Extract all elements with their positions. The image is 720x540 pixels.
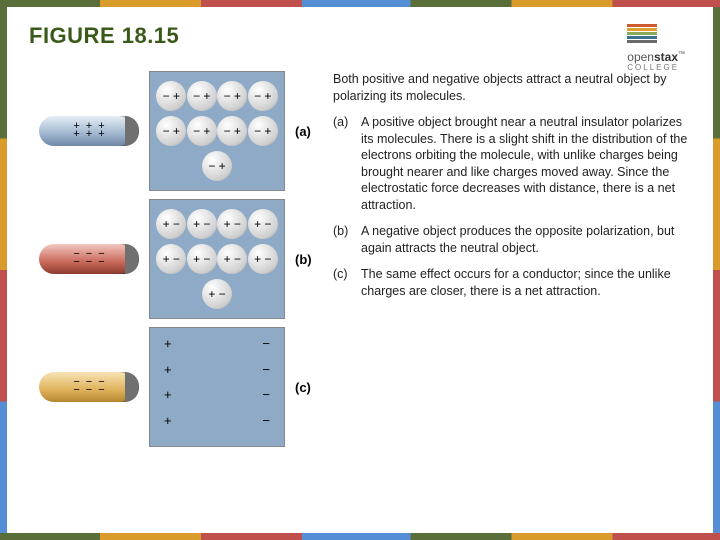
- figure-row-a: ++ ++ ++ − + − + − + − + − + − + − + − +…: [29, 71, 319, 191]
- conductor-panel-c: +− +− +− +−: [149, 327, 285, 447]
- caption-label-a: (a): [333, 114, 355, 213]
- molecule: − +: [217, 116, 247, 146]
- slide-frame-right: [713, 7, 720, 533]
- molecule: + −: [187, 244, 217, 274]
- molecule-panel-b: + − + − + − + − + − + − + − + − + −: [149, 199, 285, 319]
- molecule: − +: [248, 81, 278, 111]
- panel-label-a: (a): [295, 124, 317, 139]
- logo-subtext: COLLEGE: [627, 63, 685, 72]
- molecule: − +: [202, 151, 232, 181]
- figure-row-c: −− −− −− +− +− +− +− (c): [29, 327, 319, 447]
- logo-bars-icon: [627, 23, 657, 44]
- openstax-logo: openstax™ COLLEGE: [627, 23, 685, 72]
- panel-label-c: (c): [295, 380, 317, 395]
- caption-item-b: (b) A negative object produces the oppos…: [333, 223, 691, 256]
- caption-label-c: (c): [333, 266, 355, 299]
- molecule: − +: [156, 81, 186, 111]
- figure-row-b: −− −− −− + − + − + − + − + − + − + − + −…: [29, 199, 319, 319]
- molecule: − +: [187, 116, 217, 146]
- caption-label-b: (b): [333, 223, 355, 256]
- molecule: − +: [187, 81, 217, 111]
- rod-negative: −− −− −−: [39, 244, 139, 274]
- panel-label-b: (b): [295, 252, 317, 267]
- caption-column: Both positive and negative objects attra…: [333, 71, 691, 447]
- figure-column: ++ ++ ++ − + − + − + − + − + − + − + − +…: [29, 71, 319, 447]
- slide-frame-left: [0, 7, 7, 533]
- slide-content: FIGURE 18.15 openstax™ COLLEGE ++ ++ ++: [7, 7, 713, 533]
- molecule: + −: [217, 244, 247, 274]
- caption-item-a: (a) A positive object brought near a neu…: [333, 114, 691, 213]
- caption-intro: Both positive and negative objects attra…: [333, 71, 691, 104]
- caption-item-c: (c) The same effect occurs for a conduct…: [333, 266, 691, 299]
- molecule: + −: [156, 209, 186, 239]
- logo-text: openstax™: [627, 51, 685, 63]
- molecule: + −: [217, 209, 247, 239]
- molecule: + −: [248, 244, 278, 274]
- molecule: + −: [248, 209, 278, 239]
- rod-positive: ++ ++ ++: [39, 116, 139, 146]
- caption-body-c: The same effect occurs for a conductor; …: [361, 266, 691, 299]
- figure-title: FIGURE 18.15: [29, 23, 691, 49]
- molecule: − +: [156, 116, 186, 146]
- molecule: + −: [187, 209, 217, 239]
- molecule-panel-a: − + − + − + − + − + − + − + − + − +: [149, 71, 285, 191]
- caption-body-b: A negative object produces the opposite …: [361, 223, 691, 256]
- molecule: − +: [248, 116, 278, 146]
- molecule: + −: [202, 279, 232, 309]
- molecule: − +: [217, 81, 247, 111]
- caption-body-a: A positive object brought near a neutral…: [361, 114, 691, 213]
- molecule: + −: [156, 244, 186, 274]
- rod-negative-gold: −− −− −−: [39, 372, 139, 402]
